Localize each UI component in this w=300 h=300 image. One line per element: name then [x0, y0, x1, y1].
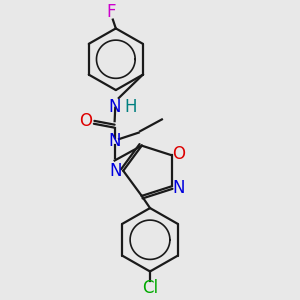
Text: O: O: [80, 112, 93, 130]
Text: O: O: [172, 145, 186, 163]
Text: F: F: [106, 3, 116, 21]
Text: N: N: [110, 162, 122, 180]
Text: N: N: [108, 98, 121, 116]
Text: H: H: [124, 98, 137, 116]
Text: N: N: [108, 132, 121, 150]
Text: Cl: Cl: [142, 279, 158, 297]
Text: N: N: [173, 179, 185, 197]
